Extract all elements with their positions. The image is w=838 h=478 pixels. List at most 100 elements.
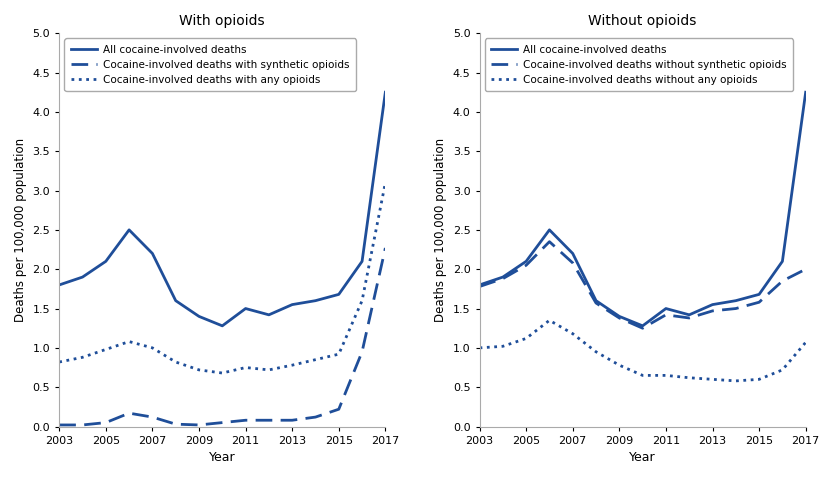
X-axis label: Year: Year — [629, 451, 656, 464]
Line: All cocaine-involved deaths: All cocaine-involved deaths — [59, 92, 385, 326]
Cocaine-involved deaths with synthetic opioids — [380, 245, 391, 251]
Cocaine-involved deaths without synthetic opioids — [754, 299, 764, 305]
Cocaine-involved deaths with synthetic opioids — [77, 422, 87, 428]
Cocaine-involved deaths with synthetic opioids — [334, 406, 344, 412]
Cocaine-involved deaths with synthetic opioids — [310, 414, 320, 420]
All cocaine-involved deaths — [124, 227, 134, 233]
All cocaine-involved deaths — [661, 305, 671, 311]
Legend: All cocaine-involved deaths, Cocaine-involved deaths with synthetic opioids, Coc: All cocaine-involved deaths, Cocaine-inv… — [65, 38, 355, 91]
Cocaine-involved deaths without any opioids — [638, 372, 648, 378]
All cocaine-involved deaths — [474, 282, 484, 288]
All cocaine-involved deaths — [334, 292, 344, 297]
Cocaine-involved deaths without synthetic opioids — [707, 308, 717, 314]
Line: Cocaine-involved deaths without any opioids: Cocaine-involved deaths without any opio… — [479, 320, 805, 381]
Cocaine-involved deaths with any opioids — [310, 357, 320, 362]
Line: Cocaine-involved deaths without synthetic opioids: Cocaine-involved deaths without syntheti… — [479, 242, 805, 328]
All cocaine-involved deaths — [77, 274, 87, 280]
All cocaine-involved deaths — [54, 282, 65, 288]
Cocaine-involved deaths without any opioids — [591, 349, 601, 355]
Cocaine-involved deaths without synthetic opioids — [778, 278, 788, 284]
All cocaine-involved deaths — [707, 302, 717, 307]
Cocaine-involved deaths with any opioids — [171, 359, 181, 365]
Cocaine-involved deaths with any opioids — [147, 345, 158, 351]
Cocaine-involved deaths with any opioids — [287, 362, 297, 368]
All cocaine-involved deaths — [800, 89, 810, 95]
Cocaine-involved deaths without synthetic opioids — [474, 283, 484, 289]
Cocaine-involved deaths with any opioids — [194, 367, 204, 373]
Cocaine-involved deaths without any opioids — [707, 377, 717, 382]
Cocaine-involved deaths without any opioids — [474, 345, 484, 351]
Y-axis label: Deaths per 100,000 population: Deaths per 100,000 population — [434, 138, 447, 322]
Cocaine-involved deaths without synthetic opioids — [800, 266, 810, 272]
Cocaine-involved deaths with synthetic opioids — [217, 420, 227, 425]
Cocaine-involved deaths with any opioids — [54, 359, 65, 365]
Cocaine-involved deaths with synthetic opioids — [101, 420, 111, 425]
Cocaine-involved deaths with synthetic opioids — [124, 410, 134, 416]
Y-axis label: Deaths per 100,000 population: Deaths per 100,000 population — [14, 138, 27, 322]
Line: All cocaine-involved deaths: All cocaine-involved deaths — [479, 92, 805, 326]
Cocaine-involved deaths with synthetic opioids — [147, 414, 158, 420]
All cocaine-involved deaths — [754, 292, 764, 297]
X-axis label: Year: Year — [209, 451, 235, 464]
Cocaine-involved deaths with any opioids — [357, 298, 367, 304]
All cocaine-involved deaths — [638, 323, 648, 329]
Cocaine-involved deaths with synthetic opioids — [194, 422, 204, 428]
All cocaine-involved deaths — [217, 323, 227, 329]
Cocaine-involved deaths without synthetic opioids — [498, 276, 508, 282]
Cocaine-involved deaths with any opioids — [217, 370, 227, 376]
Cocaine-involved deaths with any opioids — [124, 339, 134, 345]
Cocaine-involved deaths without synthetic opioids — [638, 326, 648, 331]
All cocaine-involved deaths — [498, 274, 508, 280]
Line: Cocaine-involved deaths with any opioids: Cocaine-involved deaths with any opioids — [59, 183, 385, 373]
Title: With opioids: With opioids — [179, 14, 265, 28]
Cocaine-involved deaths without synthetic opioids — [567, 260, 577, 266]
Cocaine-involved deaths with any opioids — [380, 180, 391, 185]
All cocaine-involved deaths — [591, 298, 601, 304]
Cocaine-involved deaths with synthetic opioids — [54, 422, 65, 428]
Cocaine-involved deaths without any opioids — [754, 377, 764, 382]
All cocaine-involved deaths — [357, 259, 367, 264]
Cocaine-involved deaths with synthetic opioids — [171, 421, 181, 427]
Legend: All cocaine-involved deaths, Cocaine-involved deaths without synthetic opioids, : All cocaine-involved deaths, Cocaine-inv… — [484, 38, 794, 91]
Cocaine-involved deaths without any opioids — [567, 331, 577, 337]
Cocaine-involved deaths without synthetic opioids — [661, 312, 671, 318]
Cocaine-involved deaths with synthetic opioids — [264, 417, 274, 423]
Cocaine-involved deaths with any opioids — [334, 351, 344, 357]
All cocaine-involved deaths — [171, 298, 181, 304]
Cocaine-involved deaths without synthetic opioids — [591, 300, 601, 306]
Cocaine-involved deaths without any opioids — [521, 336, 531, 341]
Cocaine-involved deaths with synthetic opioids — [241, 417, 251, 423]
All cocaine-involved deaths — [778, 259, 788, 264]
Cocaine-involved deaths without any opioids — [614, 362, 624, 368]
All cocaine-involved deaths — [614, 314, 624, 319]
Cocaine-involved deaths with synthetic opioids — [287, 417, 297, 423]
Cocaine-involved deaths with any opioids — [241, 365, 251, 370]
All cocaine-involved deaths — [545, 227, 555, 233]
Cocaine-involved deaths with any opioids — [264, 367, 274, 373]
Cocaine-involved deaths without any opioids — [684, 375, 694, 380]
All cocaine-involved deaths — [521, 259, 531, 264]
Cocaine-involved deaths without synthetic opioids — [521, 262, 531, 268]
Cocaine-involved deaths with any opioids — [101, 347, 111, 352]
All cocaine-involved deaths — [264, 312, 274, 318]
All cocaine-involved deaths — [194, 314, 204, 319]
All cocaine-involved deaths — [567, 250, 577, 256]
All cocaine-involved deaths — [147, 250, 158, 256]
Title: Without opioids: Without opioids — [588, 14, 697, 28]
Cocaine-involved deaths without any opioids — [545, 317, 555, 323]
Cocaine-involved deaths without any opioids — [661, 372, 671, 378]
Cocaine-involved deaths without synthetic opioids — [684, 315, 694, 321]
All cocaine-involved deaths — [684, 312, 694, 318]
Cocaine-involved deaths without any opioids — [731, 378, 741, 384]
All cocaine-involved deaths — [380, 89, 391, 95]
Cocaine-involved deaths without any opioids — [498, 343, 508, 349]
All cocaine-involved deaths — [287, 302, 297, 307]
Cocaine-involved deaths without any opioids — [778, 367, 788, 373]
Cocaine-involved deaths without synthetic opioids — [545, 239, 555, 245]
All cocaine-involved deaths — [731, 298, 741, 304]
Line: Cocaine-involved deaths with synthetic opioids: Cocaine-involved deaths with synthetic o… — [59, 248, 385, 425]
Cocaine-involved deaths without synthetic opioids — [614, 315, 624, 321]
All cocaine-involved deaths — [101, 259, 111, 264]
Cocaine-involved deaths with synthetic opioids — [357, 349, 367, 355]
Cocaine-involved deaths with any opioids — [77, 355, 87, 360]
